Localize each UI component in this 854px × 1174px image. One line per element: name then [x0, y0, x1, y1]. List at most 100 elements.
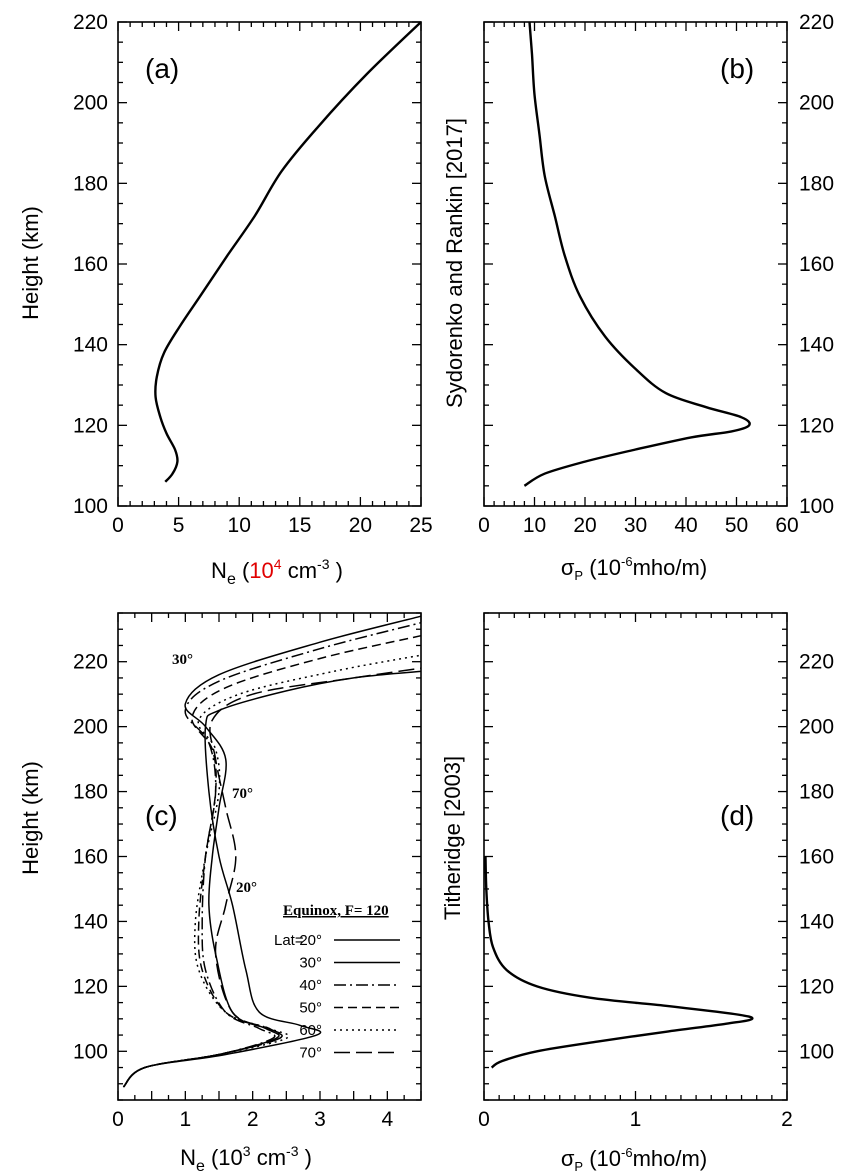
- legend-label: 40°: [299, 977, 322, 994]
- panel-a-frame: [117, 21, 422, 507]
- panel-c-series: [122, 615, 422, 1088]
- panel-d-side-label: Titheridge [2003]: [440, 756, 465, 920]
- panel-a-curve: [154, 21, 422, 483]
- series-line-20deg: [122, 670, 422, 1088]
- panel-a-ytick-label: 120: [73, 414, 108, 437]
- panel-a-ytick-label: 200: [73, 92, 108, 115]
- panel-b-xlabel: σP (10-6mho/m): [561, 554, 707, 583]
- panel-a-xlabel: Ne (104 cm-3 ): [211, 556, 343, 588]
- panel-b-xtick-label: 50: [725, 514, 748, 537]
- panel-d-letter: (d): [720, 800, 754, 831]
- panel-c-letter: (c): [145, 800, 178, 831]
- panel-c-frame: [117, 612, 422, 1101]
- panel-d-xtick-label: 0: [478, 1108, 490, 1131]
- panel-c-ytick-label: 180: [73, 781, 108, 804]
- panel-a-letter: (a): [145, 53, 179, 84]
- panel-d-ytick-label: 100: [799, 1040, 834, 1063]
- panel-d-ytick-label: 200: [799, 716, 834, 739]
- panel-b-xtick-label: 20: [573, 514, 596, 537]
- panel-c-ylabel: Height (km): [18, 761, 43, 875]
- panel-b-ytick-label: 160: [799, 253, 834, 276]
- panel-a-ticks: [117, 21, 422, 507]
- panel-b-ytick-label: 180: [799, 172, 834, 195]
- panel-d-ytick-label: 140: [799, 910, 834, 933]
- annotation-70deg: 70°: [232, 786, 253, 802]
- panel-c: 0 1 2 3 4 100 120 140 160 180 200 220 (c) 30° 70° 2…: [18, 612, 422, 1174]
- panel-b-curve: [523, 21, 751, 487]
- legend-label: 30°: [299, 955, 322, 972]
- annotation-20deg: 20°: [236, 880, 257, 896]
- panel-c-ytick-label: 220: [73, 651, 108, 674]
- panel-d-curve: [484, 856, 754, 1069]
- series-line-30deg: [122, 615, 422, 1088]
- legend-label: 70°: [299, 1045, 322, 1062]
- series-line-50deg: [122, 634, 422, 1088]
- panel-a-xtick-label: 20: [349, 514, 372, 537]
- panel-c-ytick-label: 100: [73, 1040, 108, 1063]
- panel-a-ytick-label: 160: [73, 253, 108, 276]
- panel-d-ticks: [483, 612, 788, 1101]
- panel-a: 0 5 10 15 20 25 100 120 140 160 180 200 220 (a) Heig…: [18, 11, 433, 588]
- series-line-70deg: [122, 667, 422, 1088]
- panel-c-ytick-label: 160: [73, 846, 108, 869]
- panel-d-frame: [483, 612, 788, 1101]
- legend-label: 60°: [299, 1022, 322, 1039]
- panel-c-ytick-label: 120: [73, 975, 108, 998]
- panel-d-xtick-label: 2: [781, 1108, 793, 1131]
- panel-d: 0 1 2 100 120 140 160 180 200 220 (d) Titheridge …: [440, 612, 834, 1174]
- panel-a-ylabel: Height (km): [18, 206, 43, 320]
- panel-d-ytick-label: 180: [799, 781, 834, 804]
- series-line-60deg: [122, 654, 422, 1088]
- panel-c-xtick-label: 1: [179, 1108, 191, 1131]
- panel-a-ytick-label: 140: [73, 334, 108, 357]
- panel-b-xtick-label: 0: [478, 514, 490, 537]
- legend-title: Equinox, F= 120: [283, 903, 389, 919]
- panel-c-ticks: [117, 612, 422, 1101]
- panel-d-ytick-label: 220: [799, 651, 834, 674]
- panel-b-ytick-label: 200: [799, 92, 834, 115]
- panel-b-xtick-label: 40: [674, 514, 697, 537]
- legend-label: 20°: [299, 932, 322, 949]
- panel-a-xtick-label: 5: [173, 514, 185, 537]
- panel-c-ytick-label: 140: [73, 910, 108, 933]
- panel-b-ytick-label: 120: [799, 414, 834, 437]
- panel-b-frame: [483, 21, 788, 507]
- panel-a-xtick-label: 0: [112, 514, 124, 537]
- panel-c-ytick-label: 200: [73, 716, 108, 739]
- panel-a-xtick-label: 10: [228, 514, 251, 537]
- panel-b-side-label: Sydorenko and Rankin [2017]: [442, 118, 467, 408]
- panel-c-xlabel: Ne (103 cm-3 ): [180, 1143, 312, 1174]
- panel-a-tick-labels: 0 5 10 15 20 25 100 120 140 160 180 200 220: [73, 11, 433, 537]
- panel-b-ytick-label: 140: [799, 334, 834, 357]
- panel-d-ytick-label: 120: [799, 975, 834, 998]
- panel-b-xtick-label: 60: [775, 514, 798, 537]
- panel-d-xtick-label: 1: [630, 1108, 642, 1131]
- panel-c-legend: Equinox, F= 120 Lat= 20° 30° 40° 50° 60° 70°: [274, 903, 400, 1062]
- panel-c-xtick-label: 4: [381, 1108, 393, 1131]
- panel-b-xtick-label: 10: [523, 514, 546, 537]
- panel-b-ticks: [483, 21, 788, 507]
- panel-b-ytick-label: 220: [799, 11, 834, 34]
- legend-entries: 20° 30° 40° 50° 60° 70°: [299, 932, 400, 1062]
- panel-d-ytick-label: 160: [799, 846, 834, 869]
- panel-a-xtick-label: 25: [409, 514, 432, 537]
- panel-a-xtick-label: 15: [288, 514, 311, 537]
- panel-a-ytick-label: 100: [73, 495, 108, 518]
- panel-a-ytick-label: 220: [73, 11, 108, 34]
- panel-c-xtick-label: 2: [247, 1108, 259, 1131]
- panel-a-ytick-label: 180: [73, 172, 108, 195]
- annotation-30deg: 30°: [172, 652, 193, 668]
- legend-label: 50°: [299, 1000, 322, 1017]
- panel-b-ytick-label: 100: [799, 495, 834, 518]
- panel-c-tick-labels: 0 1 2 3 4 100 120 140 160 180 200 220: [73, 651, 394, 1131]
- legend-prefix: Lat=: [274, 932, 304, 949]
- panel-d-xlabel: σP (10-6mho/m): [561, 1145, 707, 1174]
- panel-d-tick-labels: 0 1 2 100 120 140 160 180 200 220: [478, 651, 834, 1131]
- panel-b-xtick-label: 30: [624, 514, 647, 537]
- panel-c-xtick-label: 0: [112, 1108, 124, 1131]
- series-line-40deg: [122, 621, 422, 1088]
- panel-b-letter: (b): [720, 53, 754, 84]
